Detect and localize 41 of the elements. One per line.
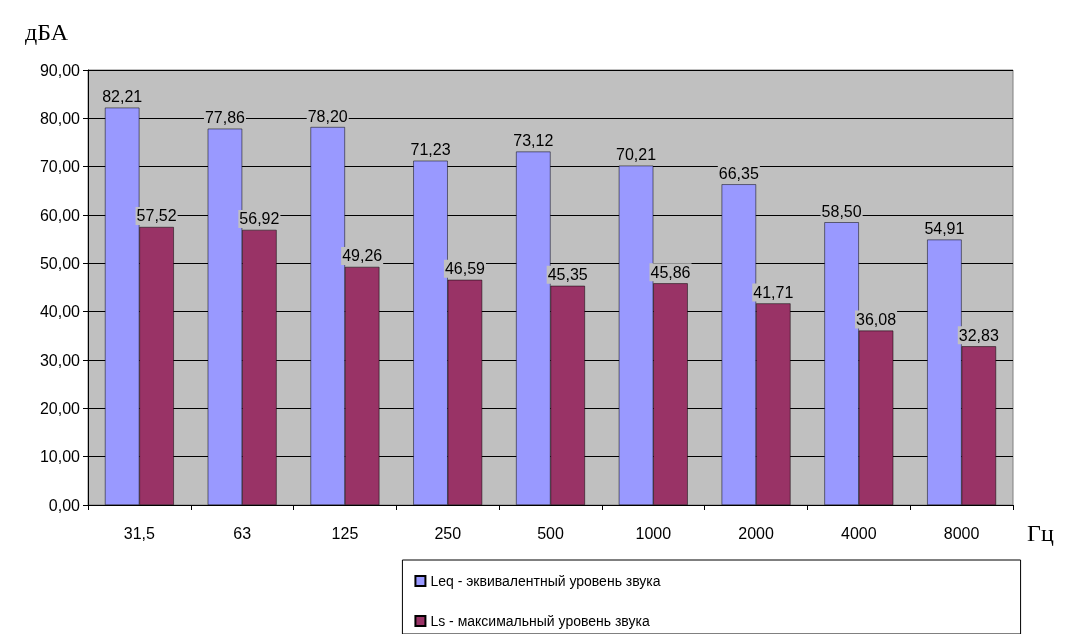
x-axis-title: Гц	[1027, 520, 1054, 546]
y-tick-label: 90,00	[39, 61, 81, 79]
x-tick-label: 500	[537, 524, 564, 542]
y-tick-label: 50,00	[39, 254, 81, 272]
data-label: 36,08	[856, 311, 897, 329]
x-tick-label: 125	[331, 524, 359, 542]
data-label: 54,91	[924, 220, 965, 238]
y-axis-title: дБА	[24, 19, 69, 45]
x-tick-label: 1000	[635, 524, 672, 542]
data-label: 49,26	[342, 247, 383, 265]
data-label: 66,35	[718, 164, 759, 182]
x-tick-label: 4000	[841, 524, 877, 542]
data-label: 71,23	[410, 141, 451, 159]
y-tick-label: 60,00	[39, 206, 81, 224]
data-label: 73,12	[513, 132, 554, 150]
data-label: 82,21	[102, 88, 143, 106]
legend-label: Ls - максимальный уровень звука	[430, 613, 650, 629]
data-label: 32,83	[958, 326, 999, 344]
y-tick-label: 20,00	[39, 399, 81, 417]
y-tick-label: 80,00	[39, 109, 81, 127]
x-tick-label: 2000	[738, 524, 774, 542]
data-label: 77,86	[204, 109, 246, 127]
data-label: 57,52	[136, 207, 177, 225]
y-tick-label: 40,00	[39, 303, 81, 321]
data-label: 45,86	[650, 263, 691, 281]
y-tick-label: 70,00	[39, 158, 81, 176]
data-label: 41,71	[753, 283, 794, 301]
x-tick-label: 63	[233, 524, 252, 542]
y-tick-label: 0,00	[48, 496, 81, 514]
data-label: 78,20	[307, 107, 348, 125]
y-tick-label: 10,00	[39, 448, 81, 466]
y-tick-label: 30,00	[39, 351, 81, 369]
x-tick-label: 250	[434, 524, 462, 542]
data-label: 58,50	[821, 202, 862, 220]
x-tick-label: 31,5	[123, 524, 156, 542]
data-label: 46,59	[444, 260, 486, 278]
x-tick-label: 8000	[943, 524, 980, 542]
data-label: 56,92	[239, 210, 280, 228]
data-label: 70,21	[616, 146, 657, 164]
data-label: 45,35	[547, 266, 588, 284]
legend-label: Leq - эквивалентный уровень звука	[430, 573, 661, 589]
